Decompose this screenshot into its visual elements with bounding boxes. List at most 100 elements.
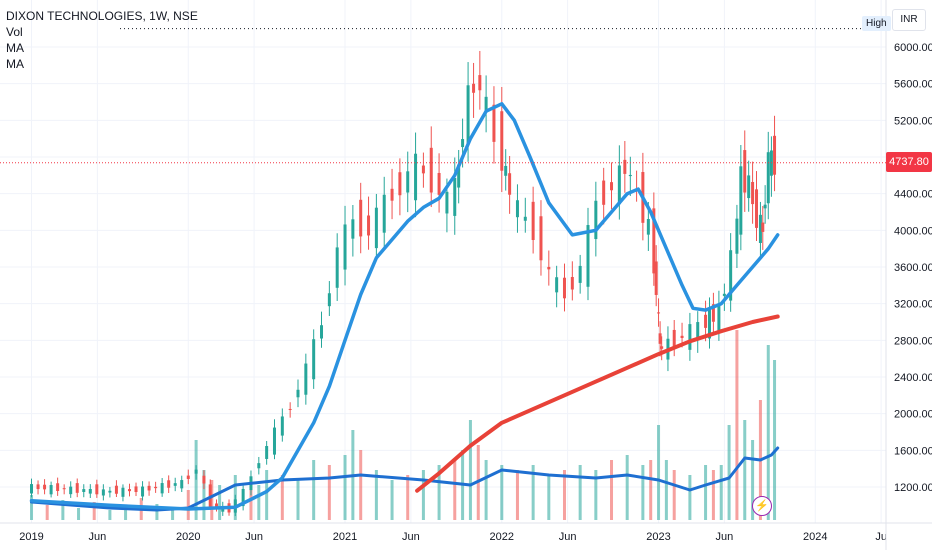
candle-body: [180, 480, 184, 489]
candle-body: [461, 139, 465, 148]
volume-bar: [664, 460, 668, 520]
y-tick-label: 3600.00: [894, 262, 932, 274]
candle-body: [466, 85, 470, 145]
candle-body: [743, 150, 747, 193]
currency-selector[interactable]: INR: [892, 9, 926, 31]
candle-body: [160, 483, 164, 494]
candle-body: [114, 485, 118, 494]
volume-bar: [610, 460, 614, 520]
candle-body: [186, 475, 190, 479]
candle-body: [280, 416, 284, 436]
candle-body: [214, 503, 218, 508]
volume-bar: [171, 508, 175, 520]
candle-body: [722, 293, 726, 296]
volume-bar: [484, 460, 488, 520]
candle-body: [296, 389, 300, 398]
volume-bar: [124, 506, 128, 520]
volume-bar: [515, 470, 519, 520]
volume-bar: [257, 485, 261, 520]
candle-body: [134, 486, 138, 493]
current-price-label: 4737.80: [886, 152, 932, 172]
candle-body: [75, 483, 79, 493]
x-tick-label: Jun: [402, 531, 420, 543]
candle-body: [343, 224, 347, 270]
candle-body: [658, 333, 662, 344]
volume-bar: [343, 455, 347, 520]
candle-body: [147, 485, 151, 491]
chart-legend: DIXON TECHNOLOGIES, 1W, NSE Vol MA MA: [6, 8, 198, 72]
candle-body: [610, 182, 614, 191]
candle-body: [478, 75, 482, 91]
volume-bar: [562, 470, 566, 520]
volume-bar: [719, 465, 723, 520]
lightning-icon[interactable]: ⚡: [752, 496, 772, 516]
candle-body: [758, 214, 762, 243]
volume-bar: [312, 460, 316, 520]
candle-body: [755, 189, 759, 228]
candle-body: [265, 446, 269, 459]
volume-bar: [547, 475, 551, 520]
candle-body: [628, 174, 632, 177]
y-tick-label: 5600.00: [894, 79, 932, 91]
volume-bar: [649, 460, 653, 520]
candle-body: [531, 201, 535, 240]
candle-body: [62, 488, 66, 490]
x-tick-label: 2020: [176, 531, 200, 543]
candle-body: [562, 277, 566, 299]
candle-body: [763, 204, 767, 209]
candle-body: [108, 490, 112, 493]
x-tick-label: 2019: [19, 531, 43, 543]
y-tick-label: 1200.00: [894, 482, 932, 494]
candle-body: [202, 475, 206, 484]
candle-body: [570, 276, 574, 290]
candle-body: [398, 172, 402, 196]
candle-body: [335, 247, 339, 288]
x-tick-label: Jun: [245, 531, 263, 543]
volume-bar: [218, 485, 222, 520]
volume-bar: [421, 470, 425, 520]
candle-body: [390, 188, 394, 201]
x-tick-label: 2023: [646, 531, 670, 543]
candle-body: [660, 346, 664, 349]
volume-bar: [406, 475, 410, 520]
candle-body: [167, 480, 171, 488]
volume-bar: [672, 470, 676, 520]
volume-bar: [727, 425, 731, 520]
candle-body: [654, 261, 658, 295]
candle-body: [735, 218, 739, 254]
volume-bar: [327, 465, 331, 520]
candle-body: [751, 181, 755, 205]
volume-bar: [45, 505, 49, 520]
volume-bar: [773, 360, 777, 520]
candle-body: [208, 484, 212, 507]
volume-bar: [578, 465, 582, 520]
volume-bar: [265, 470, 269, 520]
volume-bar: [743, 420, 747, 520]
candle-body: [729, 250, 733, 301]
volume-bar: [766, 345, 770, 520]
candle-body: [594, 200, 598, 240]
candle-body: [272, 427, 276, 455]
volume-bar: [657, 425, 661, 520]
candle-body: [43, 484, 47, 490]
candle-body: [707, 309, 711, 339]
volume-bar: [437, 465, 441, 520]
y-tick-label: 4000.00: [894, 225, 932, 237]
x-tick-label: Jun: [716, 531, 734, 543]
candle-body: [508, 173, 512, 195]
candle-body: [457, 164, 461, 188]
candle-body: [453, 177, 457, 216]
candle-body: [711, 304, 715, 322]
candle-body: [646, 219, 650, 235]
candle-body: [69, 486, 73, 495]
volume-bar: [390, 480, 394, 520]
candle-body: [437, 172, 441, 195]
y-tick-label: 1600.00: [894, 445, 932, 457]
candle-body: [288, 408, 292, 410]
candle-body: [523, 216, 527, 221]
candle-body: [717, 305, 721, 331]
volume-bar: [108, 510, 112, 520]
candle-body: [696, 322, 700, 341]
y-tick-label: 4400.00: [894, 189, 932, 201]
